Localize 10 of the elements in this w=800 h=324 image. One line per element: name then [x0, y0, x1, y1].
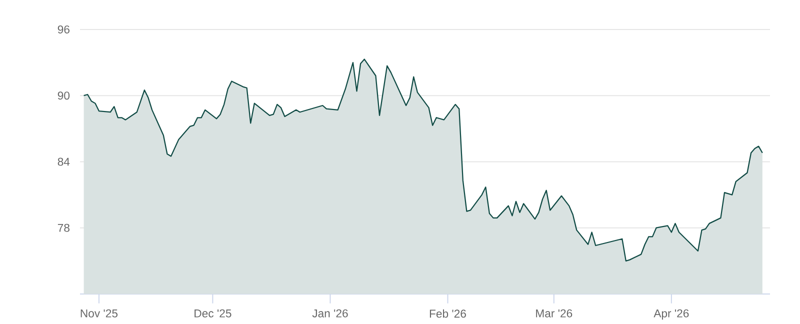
y-tick-label: 90: [58, 92, 70, 100]
x-tick-label: Feb '26: [430, 309, 466, 318]
y-tick-label: 84: [58, 158, 70, 166]
x-tick-label: Nov '25: [80, 309, 118, 318]
x-tick-label: Dec '25: [194, 309, 232, 318]
x-tick-label: Mar '26: [536, 309, 572, 318]
x-tick-label: Jan '26: [312, 309, 348, 318]
x-tick-label: Apr '26: [654, 309, 689, 320]
y-tick-label: 96: [58, 25, 70, 34]
y-tick-label: 78: [58, 224, 70, 232]
